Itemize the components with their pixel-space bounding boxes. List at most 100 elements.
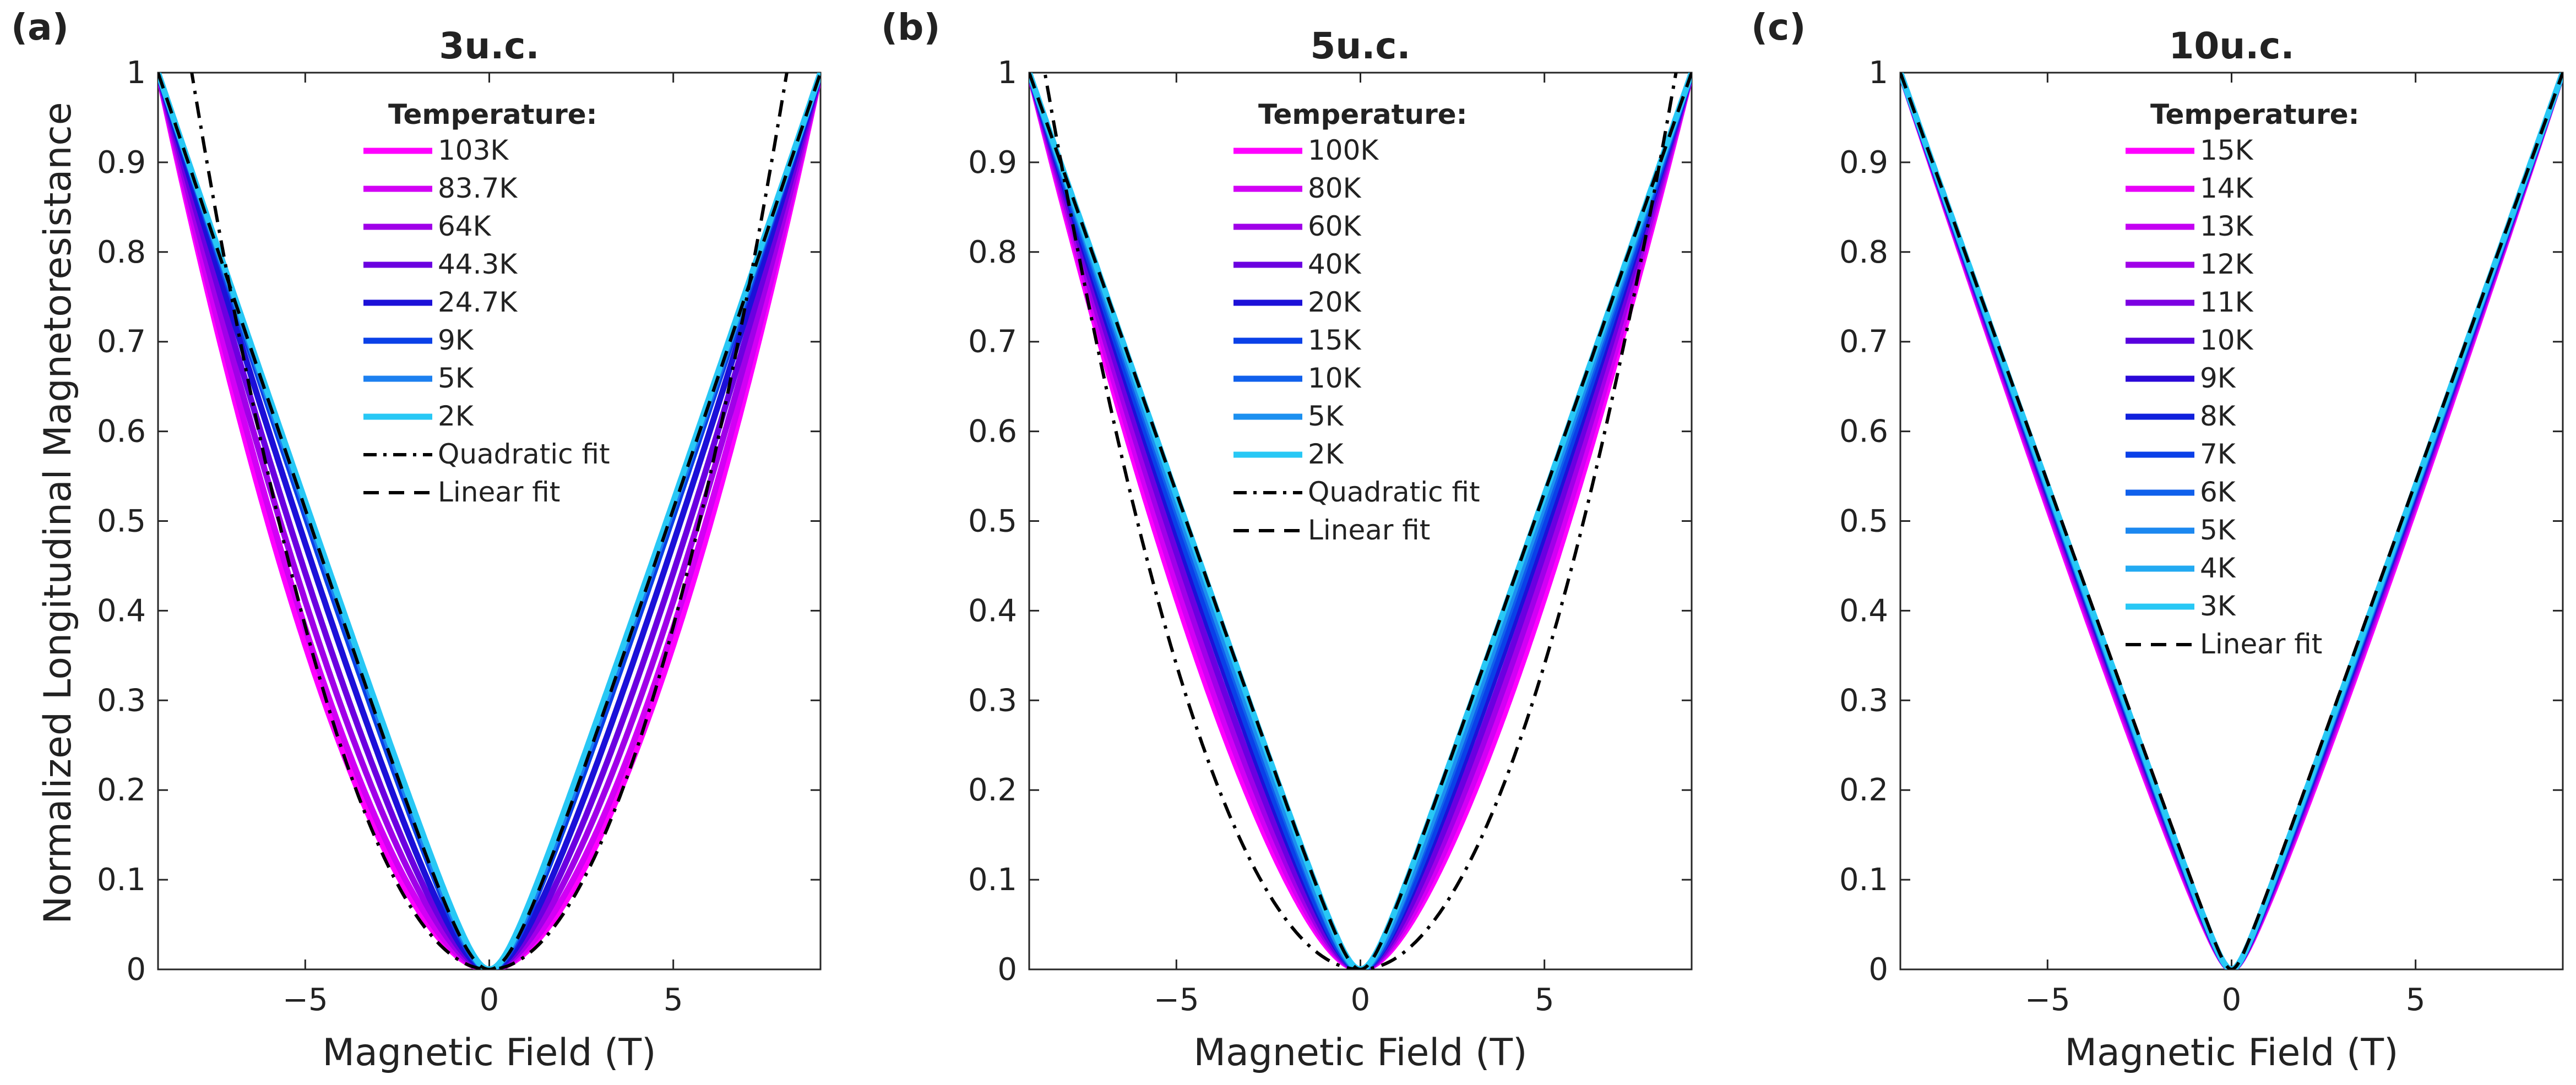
legend-entry: 44.3K [438,248,518,280]
series-line-80K [1029,73,1692,969]
legend-entry: Quadratic fit [1308,476,1480,508]
series-line-24.7K [158,73,820,969]
legend-title: Temperature: [388,99,597,130]
series-line-44.3K [158,73,820,969]
panel-title: 3u.c. [439,25,539,67]
y-tick-label: 0.3 [968,683,1017,718]
legend-entry: 80K [1308,172,1362,204]
x-tick-label: 5 [2406,982,2426,1018]
y-tick-label: 0.9 [1839,145,1888,181]
legend-entry: 24.7K [438,286,518,318]
legend-entry: 3K [2200,590,2236,622]
y-tick-label: 0.6 [1839,414,1888,450]
legend-entry: 13K [2200,210,2254,242]
plot-area [1028,72,1693,970]
legend-entry: 5K [1308,400,1344,432]
y-tick-label: 0.6 [97,414,146,450]
chart-panel-2: 0 0.1 0.2 0.3 0.4 0.5 0.6 0.7 0.8 0.9 1 −5 0 5 5u.c. (b… [881,6,1693,1075]
x-axis-label: Magnetic Field (T) [2064,1031,2398,1075]
panel-letter: (a) [11,6,69,48]
plot-area [157,72,822,970]
y-tick-label: 0.2 [968,772,1017,808]
series-line-103K [158,73,820,969]
y-tick-label: 0.8 [968,235,1017,270]
y-tick-label: 0.4 [968,593,1017,629]
legend-entry: 64K [438,210,492,242]
legend-entry: 6K [2200,476,2236,508]
y-tick-label: 0.4 [1839,593,1888,629]
x-axis-label: Magnetic Field (T) [1193,1031,1527,1075]
y-tick-label: 0.4 [97,593,146,629]
series-group [1900,73,2563,969]
y-axis-label: Normalized Longitudinal Magnetoresistanc… [36,102,80,924]
legend-entry: 9K [2200,362,2236,394]
y-tick-label: 0.1 [968,862,1017,898]
x-tick-label: −5 [2025,982,2070,1018]
legend-entry: 7K [2200,438,2236,470]
y-tick-label: 0.1 [97,862,146,898]
y-tick-label: 0.9 [968,145,1017,181]
legend-entry: 100K [1308,134,1379,166]
legend-entry: 12K [2200,248,2254,280]
x-tick-label: −5 [282,982,328,1018]
y-tick-label: 1 [126,55,146,91]
legend: Temperature: 15K 14K 13K 12K 11K 10K 9K 8K 7K 6K 5K… [2126,99,2360,660]
series-line-60K [1029,73,1692,969]
legend-entry: 10K [2200,324,2254,356]
legend: Temperature: 103K 83.7K 64K 44.3K 24.7K 9K 5K 2K… [363,99,610,508]
x-axis-label: Magnetic Field (T) [322,1031,656,1075]
y-tick-label: 0.3 [97,683,146,718]
x-tick-label: 0 [1351,982,1371,1018]
y-tick-label: 0.1 [1839,862,1888,898]
y-tick-label: 1 [1868,55,1888,91]
series-line-40K [1029,73,1692,969]
x-tick-label: 0 [480,982,499,1018]
panel-title: 10u.c. [2169,25,2294,67]
linear-fit-line [1900,73,2563,969]
legend-title: Temperature: [1258,99,1468,130]
legend-entry: 60K [1308,210,1362,242]
y-tick-label: 1 [997,55,1017,91]
panel-letter: (c) [1751,6,1806,48]
x-tick-label: 0 [2222,982,2242,1018]
y-tick-label: 0.5 [1839,504,1888,539]
y-tick-label: 0.2 [97,772,146,808]
y-tick-label: 0.9 [97,145,146,181]
legend-entry: 14K [2200,172,2254,204]
series-line-15K [1029,73,1692,969]
series-line-83.7K [158,73,820,969]
legend-entry: 5K [438,362,474,394]
series-group [158,73,820,969]
panel-title: 5u.c. [1310,25,1410,67]
linear-fit-line [158,73,820,969]
y-tick-label: 0.7 [968,324,1017,360]
x-tick-label: −5 [1154,982,1199,1018]
y-tick-label: 0.6 [968,414,1017,450]
legend-entry: 40K [1308,248,1362,280]
series-line-100K [1029,73,1692,969]
legend-entry: Linear fit [2200,628,2322,660]
x-tick-label: 5 [1535,982,1555,1018]
y-tick-label: 0.7 [1839,324,1888,360]
legend-entry: 20K [1308,286,1362,318]
legend-entry: 4K [2200,552,2236,584]
legend-entry: 15K [2200,134,2254,166]
y-tick-label: 0.5 [968,504,1017,539]
legend: Temperature: 100K 80K 60K 40K 20K 15K 10K 5K 2K Qu… [1233,99,1480,546]
legend-entry: 15K [1308,324,1362,356]
series-line-2K [158,73,820,969]
y-tick-label: 0 [126,952,146,988]
y-tick-label: 0.8 [97,235,146,270]
legend-entry: 11K [2200,286,2254,318]
y-tick-label: 0.8 [1839,235,1888,270]
y-tick-label: 0 [1868,952,1888,988]
x-tick-label: 5 [664,982,683,1018]
y-tick-label: 0.7 [97,324,146,360]
y-tick-label: 0 [997,952,1017,988]
legend-entry: Quadratic fit [438,438,610,470]
y-tick-label: 0.2 [1839,772,1888,808]
y-tick-label: 0.3 [1839,683,1888,718]
plot-area [1899,72,2564,970]
series-line-2K [1029,73,1692,969]
